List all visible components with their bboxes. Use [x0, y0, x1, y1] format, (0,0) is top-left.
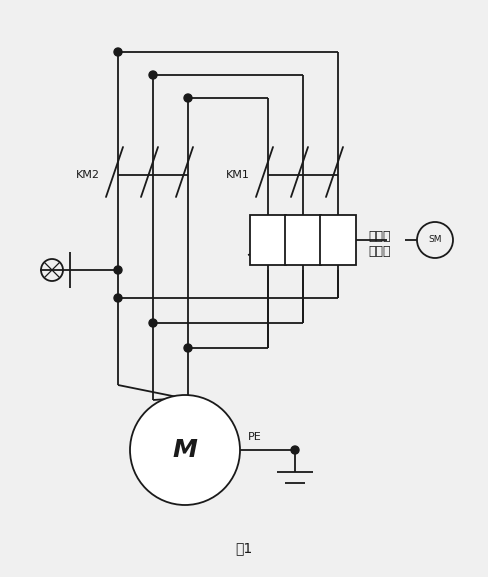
- Bar: [285, 215, 320, 265]
- Text: M: M: [172, 438, 197, 462]
- Circle shape: [149, 71, 157, 79]
- Circle shape: [183, 94, 192, 102]
- Circle shape: [130, 395, 240, 505]
- Text: KM2: KM2: [76, 170, 100, 180]
- Text: 可调液
体电阻: 可调液 体电阻: [367, 230, 390, 258]
- Bar: [249, 215, 285, 265]
- Bar: [319, 215, 355, 265]
- Circle shape: [114, 266, 122, 274]
- Circle shape: [114, 48, 122, 56]
- Text: KM1: KM1: [225, 170, 249, 180]
- Circle shape: [183, 344, 192, 352]
- Text: PE: PE: [247, 432, 261, 442]
- Circle shape: [290, 446, 298, 454]
- Text: SM: SM: [427, 235, 441, 245]
- Circle shape: [114, 294, 122, 302]
- Text: 图1: 图1: [235, 541, 252, 555]
- Circle shape: [149, 319, 157, 327]
